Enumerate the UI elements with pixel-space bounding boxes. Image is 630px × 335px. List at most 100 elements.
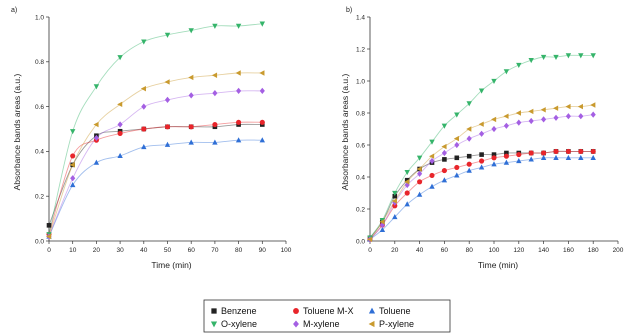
point-p-xylene bbox=[466, 126, 472, 132]
point-toluene-m-x bbox=[516, 152, 522, 158]
x-tick-label: 200 bbox=[613, 247, 624, 254]
point-toluene bbox=[259, 137, 265, 143]
point-toluene bbox=[235, 137, 242, 143]
point-toluene bbox=[540, 154, 547, 160]
point-o-xylene bbox=[478, 88, 485, 94]
legend-marker-o-xylene bbox=[210, 321, 218, 328]
point-o-xylene bbox=[235, 23, 242, 29]
point-o-xylene bbox=[540, 54, 547, 60]
y-tick-label: 0.4 bbox=[35, 149, 44, 156]
y-tick-label: 0.6 bbox=[356, 142, 365, 149]
point-p-xylene bbox=[69, 162, 75, 168]
y-tick-label: 1.0 bbox=[35, 14, 44, 21]
x-tick-label: 160 bbox=[563, 247, 574, 254]
point-m-xylene bbox=[70, 175, 76, 182]
point-toluene-m-x bbox=[491, 155, 497, 161]
point-o-xylene bbox=[392, 190, 398, 196]
point-o-xylene bbox=[553, 54, 559, 60]
point-toluene bbox=[93, 159, 100, 165]
panel-label: b) bbox=[346, 7, 352, 14]
point-toluene bbox=[429, 183, 435, 189]
legend-label-p-xylene: P-xylene bbox=[379, 319, 414, 329]
point-toluene-m-x bbox=[141, 126, 147, 132]
y-tick-label: 0.2 bbox=[35, 194, 44, 201]
point-o-xylene bbox=[93, 84, 100, 90]
point-p-xylene bbox=[188, 74, 194, 81]
point-m-xylene bbox=[578, 113, 584, 120]
point-toluene-m-x bbox=[441, 168, 447, 174]
x-tick-label: 100 bbox=[281, 247, 292, 254]
point-toluene bbox=[117, 152, 123, 159]
point-toluene-m-x bbox=[454, 164, 460, 170]
x-axis-title: Time (min) bbox=[151, 260, 191, 270]
point-p-xylene bbox=[367, 236, 373, 243]
point-toluene-m-x bbox=[503, 153, 509, 159]
point-o-xylene bbox=[429, 139, 435, 145]
point-toluene bbox=[503, 159, 510, 165]
point-p-xylene bbox=[577, 103, 583, 110]
point-p-xylene bbox=[391, 198, 397, 204]
fit-curve-benzene bbox=[369, 150, 594, 239]
point-toluene bbox=[466, 167, 472, 173]
point-m-xylene bbox=[565, 113, 571, 120]
point-toluene bbox=[379, 226, 386, 232]
point-p-xylene bbox=[416, 166, 422, 172]
point-o-xylene bbox=[565, 53, 572, 59]
point-benzene bbox=[46, 223, 52, 228]
y-tick-label: 1.4 bbox=[356, 14, 365, 21]
fit-curve-m-xylene bbox=[48, 90, 263, 237]
fit-curve-p-xylene bbox=[48, 72, 263, 237]
legend-marker-benzene bbox=[211, 308, 217, 314]
point-o-xylene bbox=[404, 170, 410, 176]
x-tick-label: 80 bbox=[235, 247, 243, 254]
fit-curve-toluene bbox=[48, 139, 263, 237]
legend-marker-toluene-m-x bbox=[293, 308, 299, 314]
point-toluene-m-x bbox=[404, 190, 410, 196]
x-tick-label: 30 bbox=[116, 247, 124, 254]
point-m-xylene bbox=[479, 130, 485, 137]
point-p-xylene bbox=[540, 107, 546, 113]
fit-curve-toluene bbox=[369, 157, 594, 240]
point-p-xylene bbox=[164, 79, 170, 85]
x-tick-label: 0 bbox=[368, 247, 372, 254]
x-tick-label: 50 bbox=[164, 247, 172, 254]
point-m-xylene bbox=[236, 87, 242, 95]
point-toluene bbox=[164, 141, 171, 147]
point-m-xylene bbox=[516, 119, 522, 126]
point-p-xylene bbox=[491, 116, 497, 123]
x-tick-label: 70 bbox=[211, 247, 219, 254]
legend-marker-p-xylene bbox=[368, 320, 375, 328]
point-m-xylene bbox=[188, 92, 194, 99]
point-p-xylene bbox=[441, 143, 447, 150]
legend-marker-m-xylene bbox=[293, 320, 299, 328]
point-toluene bbox=[454, 172, 460, 178]
point-toluene-m-x bbox=[578, 148, 584, 154]
point-toluene bbox=[528, 156, 534, 162]
y-tick-label: 0.2 bbox=[356, 206, 365, 213]
point-p-xylene bbox=[515, 110, 521, 116]
point-p-xylene bbox=[478, 121, 484, 127]
x-tick-label: 140 bbox=[538, 247, 549, 254]
point-o-xylene bbox=[578, 53, 584, 59]
point-p-xylene bbox=[46, 233, 52, 240]
legend-label-o-xylene: O-xylene bbox=[221, 319, 257, 329]
point-toluene bbox=[188, 139, 194, 145]
point-o-xylene bbox=[416, 155, 423, 161]
x-tick-label: 90 bbox=[259, 247, 267, 254]
point-benzene bbox=[504, 150, 509, 156]
fit-curve-o-xylene bbox=[48, 23, 263, 235]
point-p-xylene bbox=[379, 219, 385, 225]
point-toluene-m-x bbox=[417, 179, 423, 185]
y-axis-title: Absorbance bands areas (a.u.) bbox=[12, 73, 22, 190]
chart-panel-b: b) 0 20 40 60 80 100 120 140 160 180 200 0.0 0.2 0.4 0.… bbox=[340, 7, 624, 270]
point-p-xylene bbox=[528, 108, 534, 115]
point-p-xylene bbox=[259, 70, 265, 76]
legend: Benzene Toluene M-X Toluene O-xylene M-xylen… bbox=[203, 299, 451, 333]
point-o-xylene bbox=[454, 112, 460, 118]
point-toluene bbox=[416, 191, 423, 197]
x-tick-label: 10 bbox=[69, 247, 77, 254]
point-p-xylene bbox=[140, 85, 146, 92]
y-axis-title: Absorbance bands areas (a.u.) bbox=[340, 73, 350, 190]
fit-curve-o-xylene bbox=[369, 54, 594, 239]
point-m-xylene bbox=[590, 111, 596, 118]
